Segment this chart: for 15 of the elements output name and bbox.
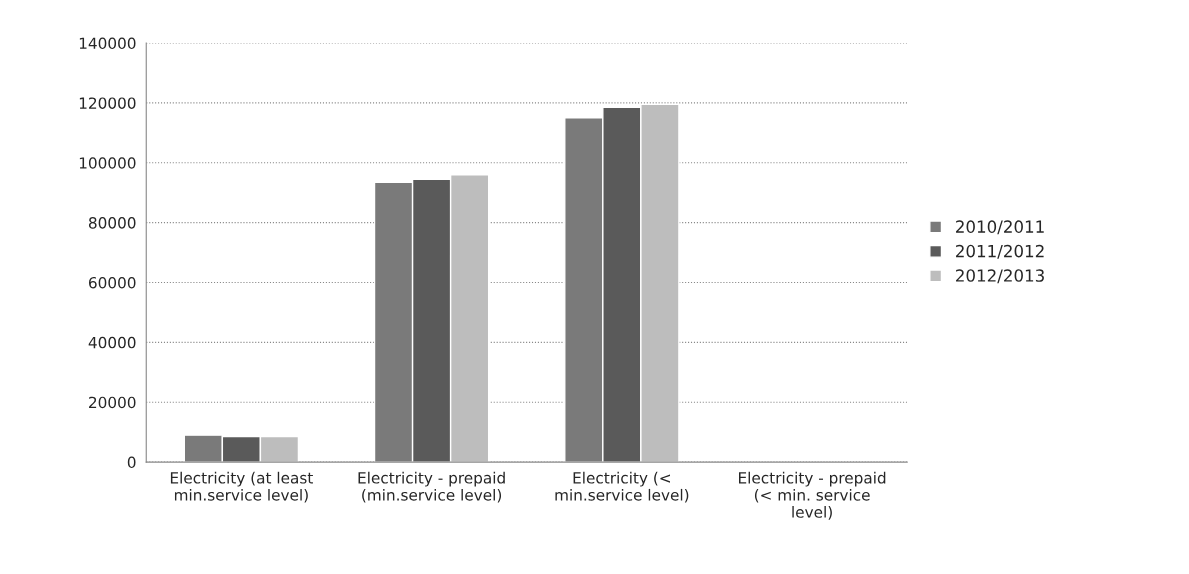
- y-tick-label: 20000: [89, 396, 136, 409]
- x-tick-label: Electricity (at least min.service level): [170, 471, 313, 503]
- y-tick-label: 0: [127, 456, 136, 469]
- legend-label: 2010/2011: [956, 220, 1044, 235]
- x-tick-label: Electricity - prepaid (min.service level): [358, 471, 505, 503]
- y-tick-label: 80000: [88, 217, 136, 229]
- y-tick-label: 140000: [79, 37, 136, 50]
- legend-label: 2012/2013: [956, 269, 1044, 284]
- x-tick-label: Electricity (< min.service level): [555, 471, 689, 503]
- y-tick-label: 40000: [88, 336, 136, 349]
- y-tick-label: 60000: [88, 276, 136, 289]
- legend-label: 2011/2012: [956, 244, 1044, 259]
- y-tick-label: 120000: [79, 97, 136, 109]
- y-tick-label: 100000: [79, 157, 136, 169]
- x-tick-label: Electricity - prepaid (< min. service level): [739, 471, 886, 520]
